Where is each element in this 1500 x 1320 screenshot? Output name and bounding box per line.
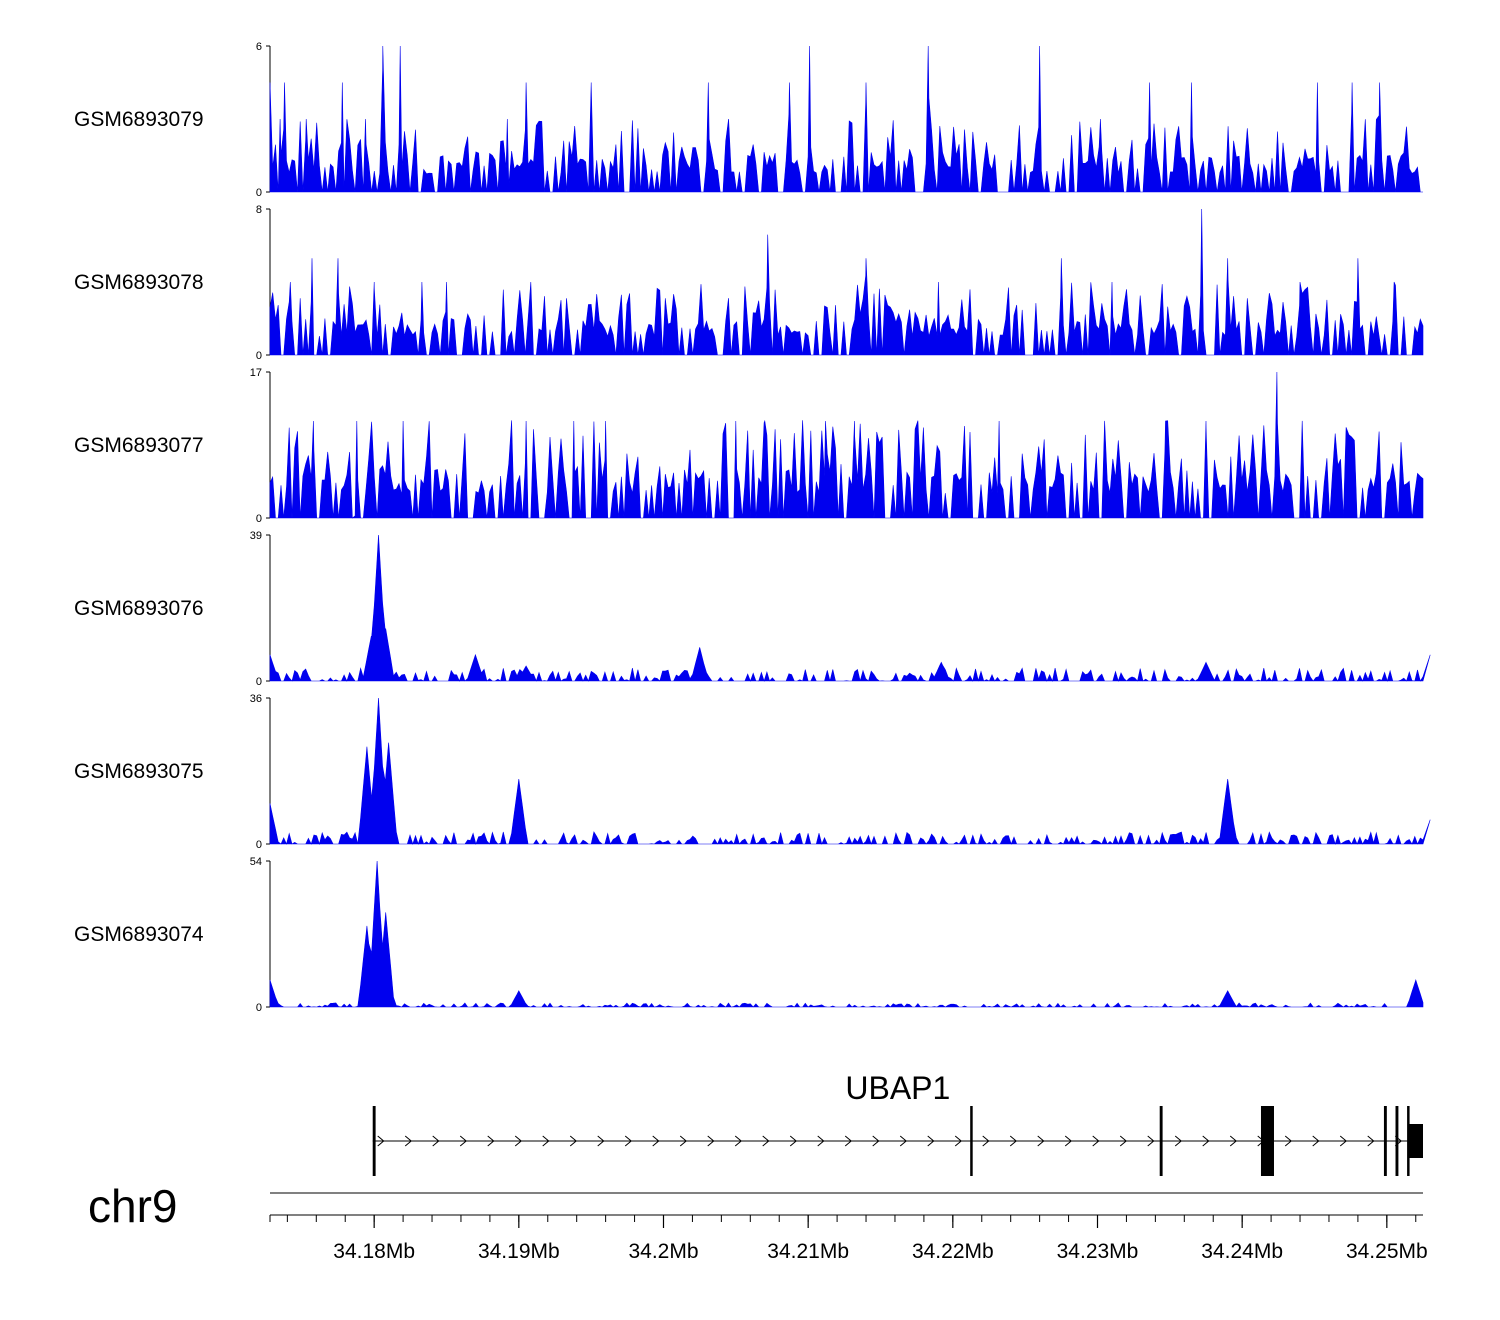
chromosome-label: chr9 bbox=[88, 1180, 177, 1232]
strand-arrow bbox=[1147, 1135, 1155, 1147]
strand-arrow bbox=[1119, 1135, 1127, 1147]
exon bbox=[372, 1106, 376, 1176]
exon bbox=[1159, 1106, 1163, 1176]
strand-arrow bbox=[1339, 1135, 1347, 1147]
coverage-area bbox=[269, 45, 1423, 193]
strand-arrow bbox=[1037, 1135, 1045, 1147]
strand-arrow bbox=[734, 1135, 742, 1147]
track-GSM6893077: GSM6893077 17 0 bbox=[74, 367, 1424, 525]
strand-arrow bbox=[679, 1135, 687, 1147]
gene-annotation-track: UBAP1 bbox=[372, 1070, 1423, 1176]
coverage-area bbox=[269, 697, 1431, 846]
strand-arrow bbox=[377, 1135, 385, 1147]
strand-arrow bbox=[1284, 1135, 1292, 1147]
track-label: GSM6893079 bbox=[74, 108, 204, 131]
strand-arrow bbox=[1367, 1135, 1375, 1147]
tick-label: 34.22Mb bbox=[912, 1240, 994, 1263]
strand-arrow bbox=[487, 1135, 495, 1147]
gene-model bbox=[372, 1106, 1423, 1176]
track-GSM6893075: GSM6893075 36 0 bbox=[74, 693, 1431, 851]
track-scale-min: 0 bbox=[256, 839, 262, 851]
strand-arrow bbox=[514, 1135, 522, 1147]
track-scale-max: 6 bbox=[256, 41, 262, 53]
strand-arrow bbox=[1202, 1135, 1210, 1147]
tick-label: 34.23Mb bbox=[1057, 1240, 1139, 1263]
strand-arrow bbox=[597, 1135, 605, 1147]
strand-arrow bbox=[844, 1135, 852, 1147]
tick-label: 34.19Mb bbox=[478, 1240, 560, 1263]
strand-arrow bbox=[982, 1135, 990, 1147]
track-label: GSM6893076 bbox=[74, 597, 204, 620]
strand-arrow bbox=[1064, 1135, 1072, 1147]
strand-arrow bbox=[569, 1135, 577, 1147]
coverage-area bbox=[269, 371, 1424, 519]
tick-label: 34.18Mb bbox=[333, 1240, 415, 1263]
strand-arrow bbox=[954, 1135, 962, 1147]
track-scale-min: 0 bbox=[256, 187, 262, 199]
track-label: GSM6893075 bbox=[74, 760, 204, 783]
strand-arrow bbox=[817, 1135, 825, 1147]
exon bbox=[1260, 1106, 1274, 1176]
strand-arrow bbox=[652, 1135, 660, 1147]
strand-arrow bbox=[1009, 1135, 1017, 1147]
strand-arrow bbox=[404, 1135, 412, 1147]
strand-arrow bbox=[624, 1135, 632, 1147]
track-GSM6893074: GSM6893074 54 0 bbox=[74, 856, 1424, 1014]
strand-arrow bbox=[459, 1135, 467, 1147]
strand-arrow bbox=[432, 1135, 440, 1147]
coverage-area bbox=[269, 534, 1431, 683]
strand-arrow bbox=[542, 1135, 550, 1147]
track-scale-max: 17 bbox=[250, 367, 262, 379]
track-scale-min: 0 bbox=[256, 350, 262, 362]
strand-arrow bbox=[762, 1135, 770, 1147]
strand-arrow bbox=[872, 1135, 880, 1147]
strand-arrow bbox=[1092, 1135, 1100, 1147]
strand-arrow bbox=[1312, 1135, 1320, 1147]
track-scale-max: 54 bbox=[250, 856, 262, 868]
track-GSM6893076: GSM6893076 39 0 bbox=[74, 530, 1431, 688]
track-GSM6893078: GSM6893078 8 0 bbox=[74, 204, 1424, 362]
axis-marks: 34.18Mb 34.19Mb 34.2Mb 34.21Mb 34.22Mb 34.23M… bbox=[269, 1192, 1428, 1263]
gene-name-label: UBAP1 bbox=[845, 1070, 950, 1106]
exon bbox=[1408, 1124, 1423, 1158]
strand-arrow bbox=[707, 1135, 715, 1147]
exon bbox=[1395, 1106, 1399, 1176]
track-GSM6893079: GSM6893079 6 0 bbox=[74, 41, 1423, 199]
exon bbox=[1383, 1106, 1387, 1176]
strand-arrow bbox=[1229, 1135, 1237, 1147]
coverage-area bbox=[269, 860, 1424, 1008]
tick-label: 34.21Mb bbox=[767, 1240, 849, 1263]
tick-label: 34.2Mb bbox=[628, 1240, 698, 1263]
track-scale-min: 0 bbox=[256, 513, 262, 525]
strand-arrow bbox=[899, 1135, 907, 1147]
genome-axis: chr9 34.18Mb 34.19Mb 34.2Mb 34.21Mb 34.22Mb 3… bbox=[88, 1180, 1428, 1263]
track-scale-max: 36 bbox=[250, 693, 262, 705]
track-scale-max: 39 bbox=[250, 530, 262, 542]
tick-label: 34.25Mb bbox=[1346, 1240, 1428, 1263]
track-label: GSM6893074 bbox=[74, 923, 204, 946]
tick-label: 34.24Mb bbox=[1201, 1240, 1283, 1263]
strand-arrow bbox=[1174, 1135, 1182, 1147]
track-scale-min: 0 bbox=[256, 676, 262, 688]
coverage-area bbox=[269, 208, 1424, 356]
track-label: GSM6893078 bbox=[74, 271, 204, 294]
strand-arrow bbox=[927, 1135, 935, 1147]
exon bbox=[1407, 1106, 1410, 1176]
coverage-tracks: GSM689307960GSM689307880GSM6893077170GSM… bbox=[74, 41, 1431, 1014]
track-label: GSM6893077 bbox=[74, 434, 204, 457]
track-scale-max: 8 bbox=[256, 204, 262, 216]
exon bbox=[970, 1106, 973, 1176]
strand-arrow bbox=[789, 1135, 797, 1147]
track-scale-min: 0 bbox=[256, 1002, 262, 1014]
